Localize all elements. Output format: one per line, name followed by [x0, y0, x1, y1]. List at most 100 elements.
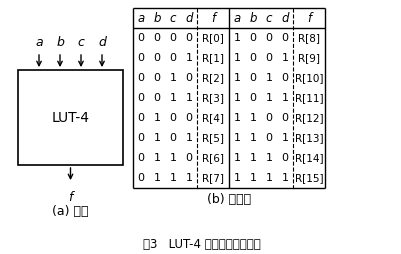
Text: 0: 0	[249, 33, 256, 43]
Text: 1: 1	[185, 53, 192, 63]
Text: d: d	[98, 36, 106, 49]
Text: 1: 1	[233, 153, 240, 163]
Text: 1: 1	[233, 33, 240, 43]
Text: 1: 1	[249, 173, 256, 183]
Text: a: a	[233, 11, 240, 24]
Text: 0: 0	[265, 33, 272, 43]
Text: 0: 0	[137, 133, 144, 143]
Text: 0: 0	[281, 113, 288, 123]
Text: 1: 1	[233, 173, 240, 183]
Text: 0: 0	[185, 153, 192, 163]
Text: 1: 1	[281, 173, 288, 183]
Text: (b) 真值表: (b) 真值表	[207, 193, 251, 206]
Text: 0: 0	[249, 53, 256, 63]
Text: c: c	[77, 36, 84, 49]
Text: 0: 0	[265, 133, 272, 143]
Text: 1: 1	[265, 73, 272, 83]
Text: b: b	[153, 11, 160, 24]
Text: 1: 1	[233, 133, 240, 143]
Text: 1: 1	[185, 133, 192, 143]
Text: R[10]: R[10]	[294, 73, 322, 83]
Text: 1: 1	[153, 133, 160, 143]
Text: 0: 0	[169, 113, 176, 123]
Text: 0: 0	[281, 153, 288, 163]
Text: 1: 1	[249, 153, 256, 163]
Text: 1: 1	[281, 133, 288, 143]
Text: 1: 1	[233, 113, 240, 123]
Text: 0: 0	[137, 93, 144, 103]
Text: c: c	[169, 11, 176, 24]
Text: R[13]: R[13]	[294, 133, 322, 143]
Text: 图3   LUT-4 框图及对应真值表: 图3 LUT-4 框图及对应真值表	[143, 239, 260, 251]
Text: 1: 1	[185, 93, 192, 103]
Text: a: a	[35, 36, 43, 49]
Text: 1: 1	[249, 113, 256, 123]
Text: 1: 1	[169, 73, 176, 83]
Text: R[2]: R[2]	[201, 73, 223, 83]
Text: 0: 0	[153, 93, 160, 103]
Text: 1: 1	[281, 93, 288, 103]
Text: 0: 0	[137, 33, 144, 43]
Text: 0: 0	[169, 53, 176, 63]
Text: 0: 0	[249, 93, 256, 103]
Text: R[6]: R[6]	[201, 153, 223, 163]
Text: 1: 1	[265, 153, 272, 163]
Text: 1: 1	[249, 133, 256, 143]
Text: c: c	[265, 11, 271, 24]
Text: R[0]: R[0]	[202, 33, 223, 43]
Text: 1: 1	[233, 93, 240, 103]
Text: d: d	[281, 11, 288, 24]
Text: 1: 1	[265, 93, 272, 103]
Text: 0: 0	[153, 73, 160, 83]
Text: (a) 框图: (a) 框图	[52, 205, 89, 218]
Text: 1: 1	[265, 173, 272, 183]
Text: R[7]: R[7]	[201, 173, 223, 183]
Text: 1: 1	[185, 173, 192, 183]
Text: b: b	[56, 36, 64, 49]
Text: 1: 1	[169, 153, 176, 163]
Text: 1: 1	[233, 73, 240, 83]
Text: 0: 0	[137, 173, 144, 183]
Text: b: b	[249, 11, 256, 24]
Text: 0: 0	[137, 113, 144, 123]
Text: f: f	[306, 11, 310, 24]
Text: R[8]: R[8]	[297, 33, 319, 43]
Text: 0: 0	[281, 73, 288, 83]
Text: 0: 0	[137, 53, 144, 63]
Text: 0: 0	[265, 53, 272, 63]
Text: 0: 0	[185, 73, 192, 83]
Text: 0: 0	[185, 113, 192, 123]
Text: R[9]: R[9]	[297, 53, 319, 63]
Text: R[1]: R[1]	[201, 53, 223, 63]
Text: 1: 1	[281, 53, 288, 63]
Text: 1: 1	[153, 113, 160, 123]
Text: R[11]: R[11]	[294, 93, 322, 103]
Text: 1: 1	[169, 173, 176, 183]
Text: R[14]: R[14]	[294, 153, 322, 163]
Text: a: a	[137, 11, 144, 24]
Text: R[12]: R[12]	[294, 113, 322, 123]
Text: 1: 1	[153, 173, 160, 183]
Text: 0: 0	[185, 33, 192, 43]
Text: 1: 1	[153, 153, 160, 163]
Text: 0: 0	[137, 153, 144, 163]
Text: f: f	[68, 191, 73, 204]
Text: LUT-4: LUT-4	[51, 110, 89, 124]
Text: f: f	[211, 11, 215, 24]
Text: 0: 0	[169, 133, 176, 143]
Text: 0: 0	[137, 73, 144, 83]
Text: R[3]: R[3]	[201, 93, 223, 103]
Text: 0: 0	[249, 73, 256, 83]
Text: 1: 1	[169, 93, 176, 103]
Text: 0: 0	[153, 33, 160, 43]
Text: 0: 0	[169, 33, 176, 43]
Text: R[4]: R[4]	[201, 113, 223, 123]
Text: 0: 0	[265, 113, 272, 123]
Text: d: d	[185, 11, 192, 24]
Text: R[15]: R[15]	[294, 173, 322, 183]
Text: R[5]: R[5]	[201, 133, 223, 143]
Text: 1: 1	[233, 53, 240, 63]
Bar	[18, 70, 123, 165]
Text: 0: 0	[281, 33, 288, 43]
Text: 0: 0	[153, 53, 160, 63]
